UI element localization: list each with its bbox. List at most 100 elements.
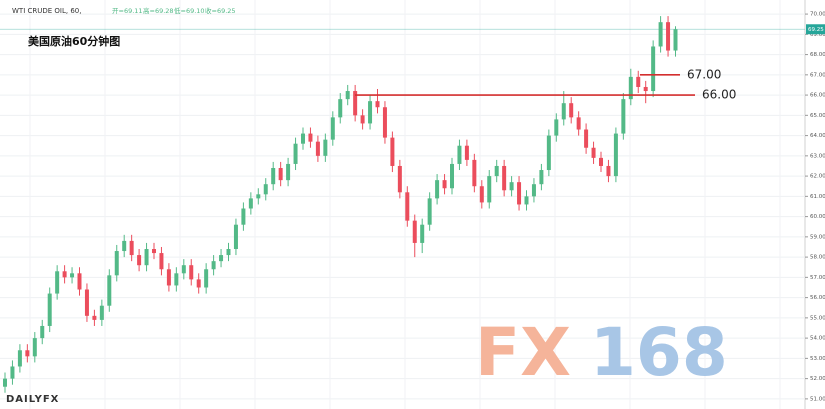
watermark-fx: FX <box>475 314 571 391</box>
level-label: 67.00 <box>687 67 721 81</box>
y-tick-label: 66.00 <box>810 93 825 99</box>
y-tick-label: 67.00 <box>810 72 825 78</box>
candle-body <box>323 139 328 156</box>
watermark-num: 168 <box>590 314 728 391</box>
candle-body <box>651 46 656 92</box>
candle-body <box>509 182 514 191</box>
y-tick-label: 59.00 <box>810 234 825 240</box>
candle-body <box>293 143 298 164</box>
candle-body <box>658 22 663 47</box>
candle-body <box>122 240 127 252</box>
candle-body <box>606 165 611 177</box>
candle-body <box>226 249 231 256</box>
candle-body <box>487 176 492 203</box>
candle-body <box>248 198 253 209</box>
logo: DAILYFX <box>6 394 59 405</box>
candle-body <box>32 338 37 357</box>
candle-body <box>673 29 678 51</box>
candle-body <box>576 117 581 130</box>
annotation: 美国原油60分钟图 <box>28 34 120 48</box>
candle-body <box>301 133 305 144</box>
y-tick-label: 63.00 <box>810 153 825 159</box>
candle-body <box>569 103 574 118</box>
candle-body <box>502 165 507 191</box>
y-tick-label: 58.00 <box>810 255 825 261</box>
header-symbol: WTI CRUDE OIL, 60, <box>12 7 81 15</box>
candle-body <box>129 240 134 256</box>
candle-body <box>397 165 402 193</box>
candle-body <box>330 117 335 140</box>
candle-body <box>338 99 343 118</box>
y-tick-label: 64.00 <box>810 133 825 139</box>
candle-body <box>621 99 626 134</box>
y-tick-label: 54.00 <box>810 336 825 342</box>
candle-body <box>464 145 469 160</box>
header-ohlc: 高=69.28 <box>143 6 174 15</box>
candle-body <box>308 133 313 142</box>
candle-body <box>382 107 387 138</box>
candle-body <box>107 275 112 306</box>
candle-body <box>84 289 89 316</box>
candle-body <box>375 101 380 108</box>
candle-body <box>643 86 648 92</box>
candle-body <box>584 129 589 148</box>
price-tag-label: 69.25 <box>808 27 824 33</box>
header-ohlc: 低=69.10 <box>174 6 205 15</box>
candle-body <box>420 224 425 243</box>
candle-body <box>99 305 104 320</box>
candle-body <box>278 167 283 181</box>
candle-body <box>368 101 373 124</box>
level-label: 66.00 <box>702 88 736 102</box>
candle-body <box>613 133 618 177</box>
candle-body <box>10 366 15 379</box>
y-tick-label: 62.00 <box>810 174 825 180</box>
y-tick-label: 70.00 <box>810 12 825 18</box>
candle-body <box>546 135 551 171</box>
candle-body <box>554 119 559 136</box>
candle-body <box>159 253 164 270</box>
candle-body <box>390 137 395 166</box>
candle-body <box>345 91 350 100</box>
header-ohlc: 收=69.25 <box>205 6 236 15</box>
y-tick-label: 55.00 <box>810 315 825 321</box>
candle-body <box>628 76 633 100</box>
candle-body <box>40 325 45 339</box>
candle-body <box>531 184 536 197</box>
candle-body <box>524 196 529 205</box>
candle-body <box>450 163 454 189</box>
candle-body <box>47 293 52 326</box>
candle-body <box>233 224 238 250</box>
candle-body <box>181 265 186 274</box>
candle-body <box>211 261 216 270</box>
candle-body <box>256 194 261 199</box>
candle-body <box>152 249 156 254</box>
candle-body <box>479 186 484 203</box>
y-tick-label: 53.00 <box>810 356 825 362</box>
candle-body <box>204 269 209 288</box>
candle-body <box>315 141 320 156</box>
price-tag-box <box>806 24 825 35</box>
candle-body <box>263 184 268 195</box>
candle-body <box>427 198 432 225</box>
candle-body <box>55 271 60 294</box>
candle-body <box>457 145 462 164</box>
candle-body <box>77 273 82 290</box>
y-tick-label: 57.00 <box>810 275 825 281</box>
candle-body <box>286 163 291 181</box>
candle-body <box>412 220 417 243</box>
candle-body <box>166 269 171 286</box>
y-tick-label: 68.00 <box>810 52 825 58</box>
candle-body <box>561 103 566 120</box>
candle-body <box>174 273 179 286</box>
candle-body <box>494 165 499 177</box>
candle-body <box>189 265 194 280</box>
candle-body <box>442 180 447 189</box>
y-tick-label: 52.00 <box>810 376 825 382</box>
header-ohlc: 开=69.11 <box>112 7 143 15</box>
candle-body <box>666 22 671 51</box>
y-tick-label: 65.00 <box>810 113 825 119</box>
candle-body <box>405 192 410 221</box>
candle-body <box>114 251 119 276</box>
candle-body <box>271 167 276 185</box>
